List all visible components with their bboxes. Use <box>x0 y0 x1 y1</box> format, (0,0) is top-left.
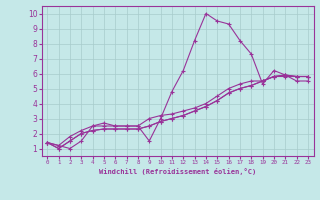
X-axis label: Windchill (Refroidissement éolien,°C): Windchill (Refroidissement éolien,°C) <box>99 168 256 175</box>
